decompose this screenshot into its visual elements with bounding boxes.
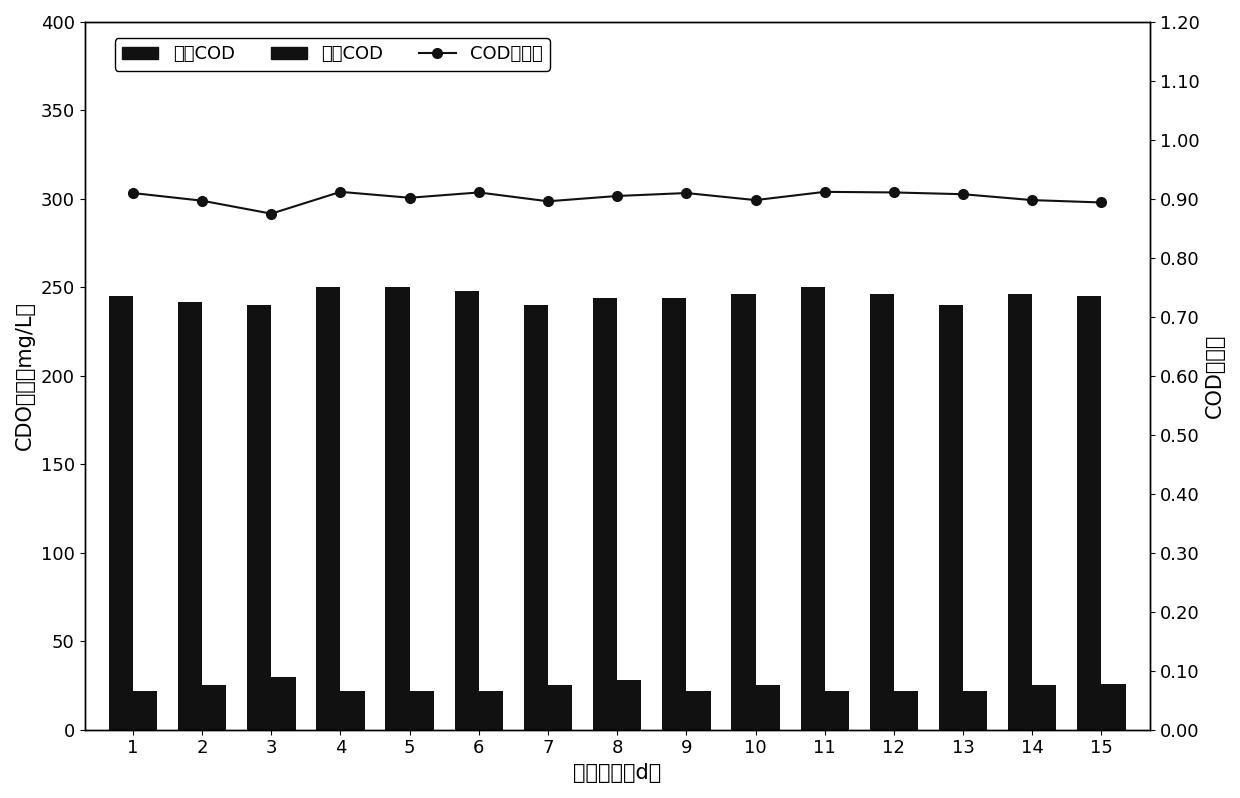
Y-axis label: CDO浓度（mg/L）: CDO浓度（mg/L） xyxy=(15,302,35,450)
Bar xyxy=(386,287,409,729)
Bar xyxy=(455,291,479,729)
Bar xyxy=(593,298,618,729)
Bar xyxy=(1078,296,1101,729)
Bar xyxy=(341,691,365,729)
Bar xyxy=(409,691,434,729)
Bar xyxy=(202,685,227,729)
Y-axis label: COD去除率: COD去除率 xyxy=(1205,334,1225,418)
Bar xyxy=(963,691,987,729)
Bar xyxy=(618,680,641,729)
Bar xyxy=(548,685,572,729)
Bar xyxy=(316,287,341,729)
Bar xyxy=(109,296,133,729)
Bar xyxy=(732,294,755,729)
Bar xyxy=(247,305,272,729)
Bar xyxy=(523,305,548,729)
Bar xyxy=(894,691,918,729)
Bar xyxy=(755,685,780,729)
Legend: 入水COD, 出水COD, COD去除率: 入水COD, 出水COD, COD去除率 xyxy=(115,38,551,70)
Bar xyxy=(939,305,963,729)
Bar xyxy=(825,691,849,729)
Bar xyxy=(177,302,202,729)
Bar xyxy=(869,294,894,729)
Bar xyxy=(801,287,825,729)
Bar xyxy=(479,691,503,729)
X-axis label: 运行天数（d）: 运行天数（d） xyxy=(573,763,661,783)
Bar xyxy=(272,677,295,729)
Bar xyxy=(1101,684,1126,729)
Bar xyxy=(687,691,711,729)
Bar xyxy=(133,691,157,729)
Bar xyxy=(1032,685,1056,729)
Bar xyxy=(662,298,687,729)
Bar xyxy=(1008,294,1032,729)
